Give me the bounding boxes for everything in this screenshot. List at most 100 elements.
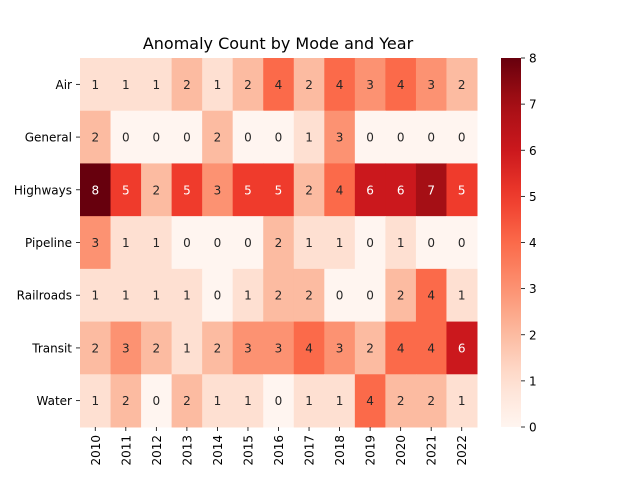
heatmap-cell — [446, 58, 478, 112]
cell-value-label: 0 — [366, 236, 374, 250]
cell-value-label: 1 — [305, 131, 313, 145]
heatmap-cell — [415, 321, 447, 375]
heatmap-cell — [385, 321, 417, 375]
heatmap-cell — [232, 268, 264, 323]
heatmap-cell — [293, 110, 325, 164]
colorbar-tick-label: 6 — [529, 144, 537, 158]
colorbar-tick-label: 5 — [529, 190, 537, 204]
cell-value-label: 4 — [366, 394, 374, 408]
cell-value-label: 0 — [244, 131, 252, 145]
heatmap-cell — [324, 58, 356, 112]
cell-value-label: 3 — [122, 341, 130, 355]
cell-value-label: 2 — [427, 394, 435, 408]
heatmap-cell — [202, 58, 234, 112]
cell-value-label: 5 — [122, 183, 130, 197]
colorbar-tick-label: 8 — [529, 52, 537, 66]
heatmap-cell — [110, 216, 142, 270]
heatmap-cell — [110, 163, 142, 217]
cell-value-label: 2 — [153, 341, 161, 355]
heatmap-cell — [80, 321, 112, 375]
heatmap-cell — [171, 321, 203, 375]
x-tick-label: 2018 — [333, 435, 347, 466]
heatmap-cell — [293, 216, 325, 270]
x-tick-label: 2017 — [303, 435, 317, 466]
heatmap-cell — [263, 58, 295, 112]
cell-value-label: 6 — [397, 183, 405, 197]
colorbar-tick-label: 4 — [529, 236, 537, 250]
cell-value-label: 2 — [91, 131, 99, 145]
heatmap-cell — [110, 110, 142, 164]
colorbar-tick-label: 2 — [529, 328, 537, 342]
cell-value-label: 2 — [214, 131, 222, 145]
cell-value-label: 1 — [336, 394, 344, 408]
cell-value-label: 1 — [153, 236, 161, 250]
heatmap-cell — [110, 374, 142, 428]
heatmap-cell — [324, 374, 356, 428]
colorbar-gradient — [501, 58, 521, 427]
heatmap-cell — [385, 216, 417, 270]
chart-title: Anomaly Count by Mode and Year — [143, 34, 414, 53]
cell-value-label: 0 — [336, 289, 344, 303]
heatmap-cell — [232, 216, 264, 270]
y-tick-label: Water — [37, 394, 73, 408]
cell-value-label: 3 — [366, 78, 374, 92]
heatmap-cell — [415, 268, 447, 323]
heatmap-cell — [171, 268, 203, 323]
cell-value-label: 0 — [275, 394, 283, 408]
heatmap-cell — [171, 110, 203, 164]
cell-value-label: 1 — [244, 289, 252, 303]
cell-value-label: 3 — [427, 78, 435, 92]
heatmap-cell — [141, 110, 173, 164]
heatmap-cell — [202, 110, 234, 164]
heatmap-cell — [110, 321, 142, 375]
colorbar-tick-label: 3 — [529, 282, 537, 296]
cell-value-label: 4 — [427, 341, 435, 355]
cell-value-label: 1 — [214, 78, 222, 92]
heatmap-cell — [293, 58, 325, 112]
cell-value-label: 2 — [91, 341, 99, 355]
heatmap-cell — [80, 58, 112, 112]
cell-value-label: 1 — [91, 394, 99, 408]
y-axis: Air General Highways Pipeline Railroads Trans… — [14, 78, 80, 408]
cell-value-label: 1 — [183, 341, 191, 355]
cell-value-label: 0 — [153, 394, 161, 408]
heatmap-cell — [263, 268, 295, 323]
heatmap-cell — [446, 110, 478, 164]
cell-value-label: 2 — [305, 183, 313, 197]
colorbar-tick-label: 0 — [529, 421, 537, 435]
cell-value-label: 2 — [183, 394, 191, 408]
cell-value-label: 1 — [244, 394, 252, 408]
heatmap-cell — [293, 268, 325, 323]
cell-value-label: 8 — [91, 183, 99, 197]
cell-value-label: 0 — [214, 289, 222, 303]
x-tick-label: 2014 — [211, 435, 225, 466]
cell-value-label: 0 — [397, 131, 405, 145]
cell-value-label: 0 — [183, 236, 191, 250]
cell-value-label: 7 — [427, 183, 435, 197]
heatmap-cell — [80, 110, 112, 164]
cell-value-label: 2 — [305, 78, 313, 92]
cell-value-label: 2 — [244, 78, 252, 92]
x-tick-label: 2021 — [425, 435, 439, 466]
cell-value-label: 1 — [153, 289, 161, 303]
heatmap-cell — [415, 58, 447, 112]
heatmap-cell — [324, 110, 356, 164]
cell-value-label: 4 — [397, 78, 405, 92]
heatmap-cell — [324, 163, 356, 217]
cell-value-label: 5 — [458, 183, 466, 197]
heatmap-cell — [354, 163, 386, 217]
heatmap-cell — [110, 58, 142, 112]
heatmap-cell — [354, 374, 386, 428]
x-tick-label: 2012 — [150, 435, 164, 466]
heatmap-cell — [263, 163, 295, 217]
y-tick-label: General — [25, 131, 72, 145]
heatmap-cell — [110, 268, 142, 323]
cell-value-label: 1 — [183, 289, 191, 303]
heatmap-cell — [354, 58, 386, 112]
heatmap-cell — [141, 58, 173, 112]
heatmap-cell — [232, 58, 264, 112]
heatmap-cell — [202, 321, 234, 375]
cell-value-label: 1 — [214, 394, 222, 408]
heatmap-cell — [232, 374, 264, 428]
